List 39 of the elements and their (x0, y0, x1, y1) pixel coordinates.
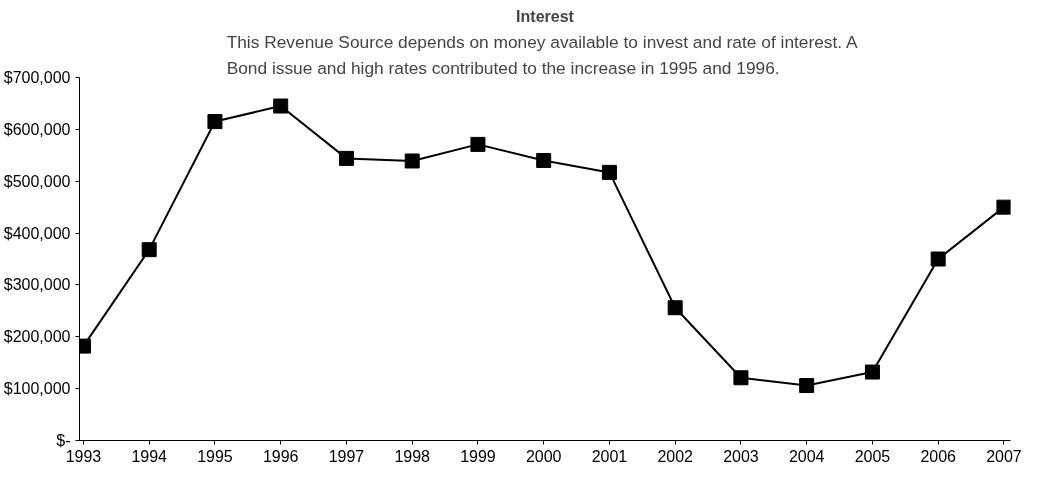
point (338, 150, 354, 166)
y-tick-label: $600,000 (3, 120, 71, 138)
point (864, 364, 880, 380)
x-tick-label: 2005 (854, 447, 891, 465)
x-tick-label: 2006 (920, 447, 957, 465)
y-tick-label: $400,000 (3, 224, 71, 242)
y-tick-label: $300,000 (3, 276, 71, 294)
point (799, 378, 815, 394)
point (273, 98, 289, 114)
point (733, 370, 749, 386)
x-tick-label: 1998 (394, 447, 431, 465)
point (667, 300, 683, 316)
y-tick-label: $200,000 (3, 328, 71, 346)
point (601, 164, 617, 180)
point (536, 152, 552, 168)
x-tick-label: 2007 (986, 447, 1022, 465)
y-tick-label: $700,000 (3, 69, 71, 86)
x-tick-label: 1997 (328, 447, 365, 465)
y-tick-label: $500,000 (3, 172, 71, 190)
x-tick-label: 1999 (460, 447, 496, 465)
x-tick-label: 2002 (657, 447, 694, 465)
point (996, 199, 1011, 215)
y-tick-label: $- (56, 432, 71, 449)
chart-title: Interest (516, 7, 575, 25)
point (404, 153, 420, 169)
x-tick-label: 1996 (262, 447, 299, 465)
y-tick-label: $100,000 (3, 380, 71, 398)
point (930, 251, 946, 267)
x-tick-label: 2004 (788, 447, 825, 465)
point (470, 136, 486, 152)
x-tick-label: 2000 (525, 447, 562, 465)
x-tick-label: 1994 (131, 447, 168, 465)
chart-subtitle: This Revenue Source depends on money available to invest and rate of interest. A Bond issue and high rates contributed to the increase in 1995 and 1996. (226, 31, 859, 78)
point (141, 242, 157, 258)
x-tick-label: 2001 (591, 447, 628, 465)
x-tick-label: 1995 (197, 447, 233, 465)
x-tick-label: 2003 (723, 447, 759, 465)
x-tick-label: 1993 (65, 447, 102, 465)
point (207, 114, 223, 130)
